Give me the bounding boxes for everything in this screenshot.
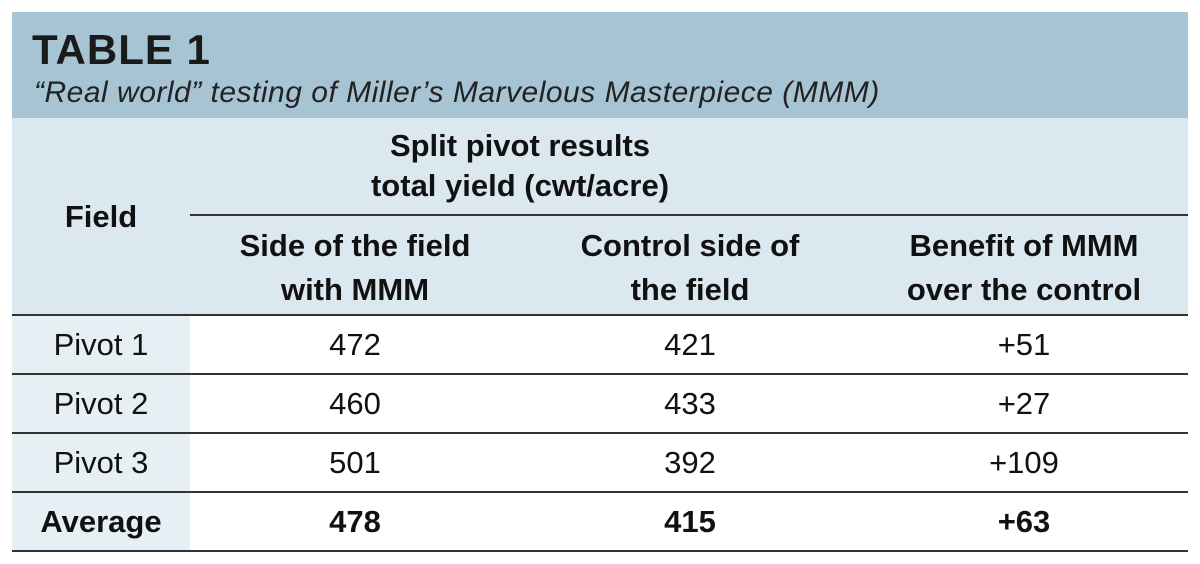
row-rule (12, 491, 1188, 493)
table-cell: 421 (664, 326, 716, 362)
table-cell: +51 (997, 326, 1051, 362)
group-rule (190, 214, 1188, 216)
column-header: with MMM (280, 272, 430, 307)
table-cell: 392 (664, 444, 716, 480)
average-cell: +63 (997, 503, 1051, 539)
table-cell: 501 (329, 444, 381, 480)
group-header: total yield (cwt/acre) (370, 168, 670, 203)
column-header: over the control (906, 272, 1142, 307)
table-title: TABLE 1 (32, 26, 211, 73)
row-label: Pivot 3 (53, 444, 149, 480)
table-subtitle: “Real world” testing of Miller’s Marvelo… (34, 76, 880, 109)
average-label: Average (40, 503, 162, 539)
header-rule (12, 314, 1188, 316)
bottom-rule (12, 550, 1188, 552)
table-cell: +109 (989, 444, 1059, 480)
column-header: Benefit of MMM (909, 228, 1139, 263)
header-band: TABLE 1 “Real world” testing of Miller’s… (12, 12, 1188, 118)
column-header-band (12, 118, 1188, 315)
row-label: Pivot 1 (53, 326, 149, 362)
table-cell: 472 (329, 326, 381, 362)
row-label: Pivot 2 (53, 385, 149, 421)
row-rule (12, 373, 1188, 375)
average-cell: 478 (329, 503, 381, 539)
column-header: Control side of (580, 228, 800, 263)
table-cell: 460 (329, 385, 381, 421)
average-cell: 415 (664, 503, 716, 539)
table-cell: +27 (997, 385, 1051, 421)
group-header: Split pivot results (389, 128, 651, 163)
table-cell: 433 (664, 385, 716, 421)
row-rule (12, 432, 1188, 434)
field-header: Field (64, 198, 138, 234)
column-header: the field (630, 272, 750, 307)
column-header: Side of the field (239, 228, 471, 263)
